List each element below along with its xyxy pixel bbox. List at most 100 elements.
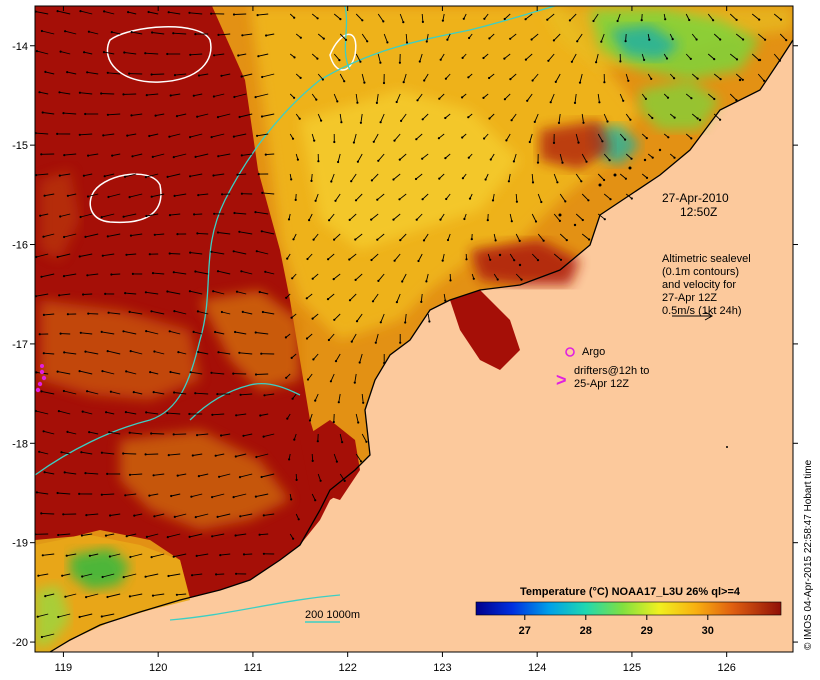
velocity-arrow xyxy=(575,173,582,182)
velocity-arrow-head xyxy=(779,18,783,21)
velocity-arrow-head xyxy=(299,76,302,79)
velocity-arrow xyxy=(131,31,143,35)
velocity-arrow xyxy=(174,392,187,395)
velocity-arrow-head xyxy=(255,250,258,253)
velocity-arrow-head xyxy=(580,180,583,183)
velocity-arrow xyxy=(41,30,55,35)
velocity-arrow-head xyxy=(62,275,66,278)
drifter-symbol: > xyxy=(556,370,567,390)
velocity-arrow xyxy=(597,93,600,103)
sst-hot-bay-2 xyxy=(470,240,580,285)
velocity-arrow xyxy=(370,213,379,220)
velocity-arrow-head xyxy=(488,117,491,120)
velocity-arrow xyxy=(356,313,363,322)
velocity-arrow-head xyxy=(598,101,601,104)
velocity-arrow xyxy=(339,33,347,41)
colorbar-title: Temperature (°C) NOAA17_L3U 26% ql>=4 xyxy=(520,586,741,598)
velocity-arrow xyxy=(376,93,379,103)
velocity-arrow xyxy=(396,293,401,303)
velocity-arrow-head xyxy=(190,495,193,498)
velocity-arrow-head xyxy=(603,178,606,182)
velocity-arrow-head xyxy=(87,312,90,315)
velocity-arrow-head xyxy=(719,38,722,41)
velocity-arrow-head xyxy=(122,93,125,96)
velocity-arrow xyxy=(36,253,49,258)
velocity-arrow-head xyxy=(316,440,319,443)
sst-cool-kimberley xyxy=(640,80,720,130)
velocity-arrow-head xyxy=(547,59,550,62)
velocity-arrow xyxy=(416,133,423,140)
velocity-arrow xyxy=(383,33,388,43)
velocity-arrow xyxy=(255,93,269,98)
velocity-arrow xyxy=(425,273,429,282)
velocity-arrow xyxy=(256,453,269,458)
velocity-arrow xyxy=(239,231,253,235)
velocity-arrow-head xyxy=(125,370,128,373)
velocity-arrow xyxy=(380,113,385,123)
velocity-arrow-head xyxy=(216,515,219,519)
velocity-arrow-head xyxy=(415,138,418,141)
velocity-arrow xyxy=(127,11,137,15)
velocity-arrow-head xyxy=(404,321,407,324)
velocity-arrow xyxy=(170,93,181,96)
velocity-arrow-head xyxy=(509,78,512,81)
velocity-arrow-head xyxy=(314,399,317,402)
velocity-arrow xyxy=(440,53,445,60)
velocity-arrow xyxy=(102,253,115,257)
velocity-arrow xyxy=(88,31,99,35)
velocity-arrow-head xyxy=(291,137,295,140)
velocity-arrow xyxy=(173,553,187,558)
sealevel-legend: Altimetric sealevel (0.1m contours) and … xyxy=(662,253,751,321)
velocity-arrow-head xyxy=(565,239,568,242)
velocity-arrow-head xyxy=(376,238,379,241)
velocity-arrow-head xyxy=(439,218,442,221)
velocity-arrow-head xyxy=(145,94,148,97)
velocity-arrow xyxy=(124,52,137,55)
velocity-arrow xyxy=(307,373,313,380)
velocity-arrow xyxy=(198,193,209,196)
velocity-arrow xyxy=(218,33,231,36)
y-tick-label: -14 xyxy=(12,41,28,53)
velocity-arrow-head xyxy=(128,196,131,199)
velocity-arrow xyxy=(110,391,121,395)
velocity-arrow xyxy=(553,253,562,261)
velocity-arrow-head xyxy=(238,115,241,119)
velocity-arrow-head xyxy=(444,299,447,302)
velocity-arrow-head xyxy=(578,81,582,84)
velocity-arrow-head xyxy=(483,17,486,20)
velocity-arrow xyxy=(233,493,247,498)
velocity-arrow xyxy=(263,433,275,438)
velocity-arrow xyxy=(80,10,93,15)
velocity-arrow-head xyxy=(600,40,603,43)
velocity-arrow-head xyxy=(172,156,175,159)
velocity-arrow xyxy=(619,93,624,101)
velocity-arrow xyxy=(190,371,203,375)
velocity-arrow-head xyxy=(441,19,444,22)
velocity-arrow-head xyxy=(312,358,315,361)
velocity-arrow xyxy=(149,133,159,137)
velocity-arrow-head xyxy=(189,371,192,374)
velocity-arrow-head xyxy=(414,177,418,181)
velocity-arrow-head xyxy=(603,218,606,221)
velocity-arrow xyxy=(581,153,587,162)
velocity-arrow-head xyxy=(467,76,470,79)
velocity-arrow-head xyxy=(66,313,69,316)
velocity-arrow-head xyxy=(84,350,87,353)
velocity-arrow xyxy=(729,13,737,21)
velocity-arrow-head xyxy=(648,38,651,41)
velocity-arrow-head xyxy=(148,253,151,256)
velocity-arrow-head xyxy=(290,178,293,181)
velocity-arrow-head xyxy=(196,434,199,437)
velocity-arrow xyxy=(515,273,522,280)
velocity-arrow-head xyxy=(333,318,336,321)
velocity-arrow-head xyxy=(690,97,693,100)
velocity-arrow xyxy=(41,390,55,395)
velocity-arrow xyxy=(603,193,611,200)
velocity-arrow xyxy=(127,133,137,137)
velocity-arrow-head xyxy=(56,10,59,13)
velocity-arrow xyxy=(146,93,159,96)
sst-hot-west xyxy=(35,6,345,598)
velocity-arrow-head xyxy=(110,273,113,276)
velocity-arrow xyxy=(67,193,77,197)
velocity-arrow-head xyxy=(576,40,579,43)
